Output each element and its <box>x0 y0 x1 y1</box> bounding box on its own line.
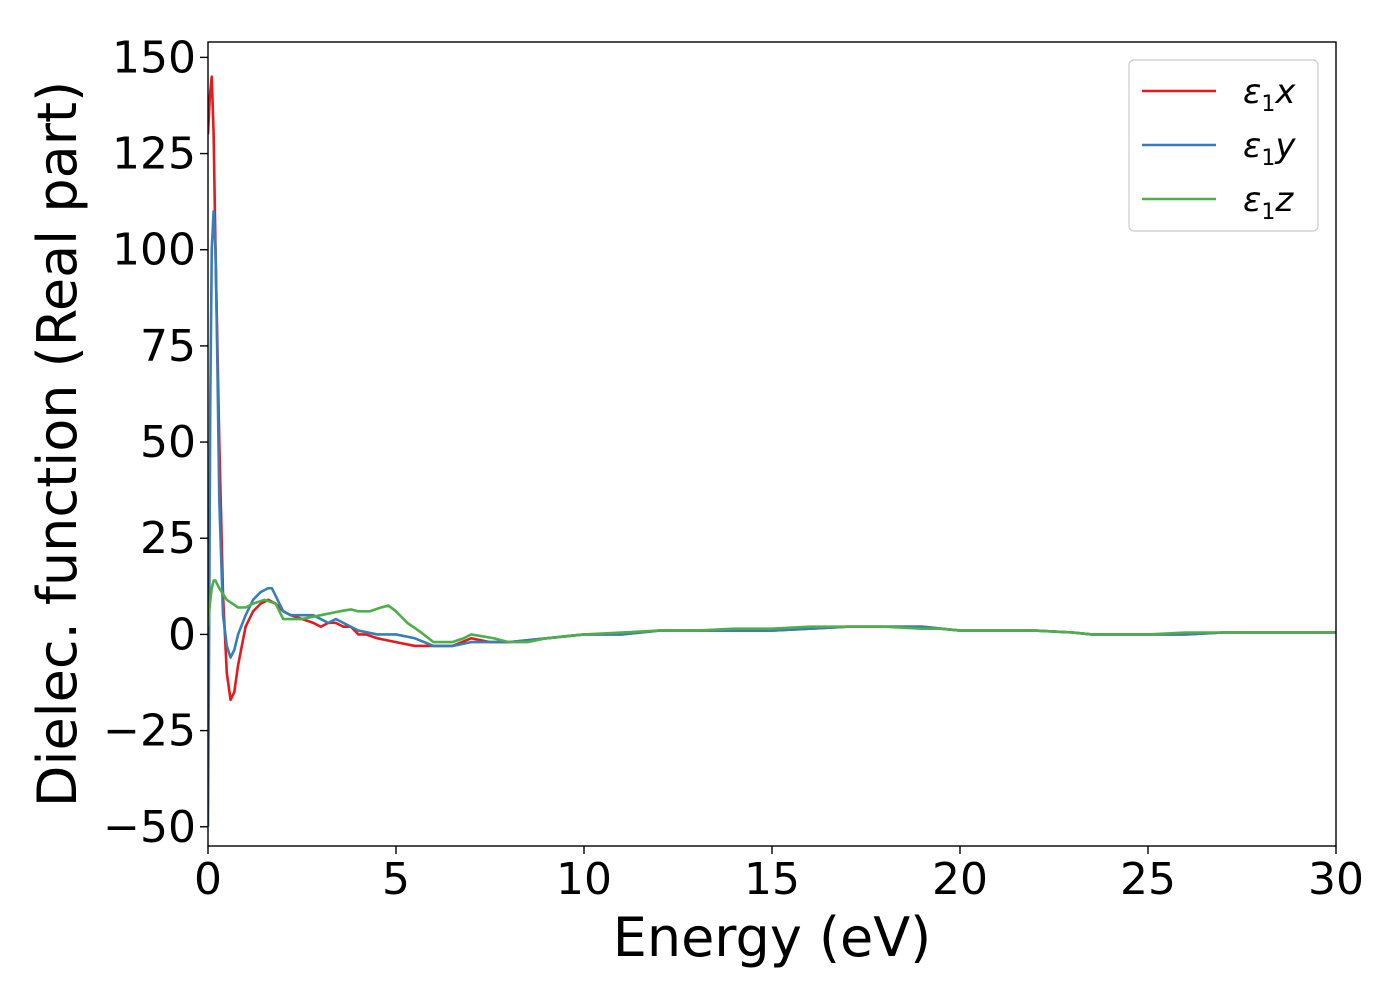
x-tick-label: 0 <box>194 854 222 905</box>
y-tick-label: 100 <box>112 225 196 276</box>
y-tick-label: 25 <box>140 513 196 564</box>
legend-label-y: ε1y <box>1243 126 1296 171</box>
x-tick-label: 25 <box>1120 854 1176 905</box>
legend: ε1x ε1y ε1z <box>1128 59 1319 232</box>
y-tick-label: 0 <box>168 609 196 660</box>
y-axis-title: Dielec. function (Real part) <box>26 81 89 807</box>
series-line-z <box>208 579 1336 644</box>
axis-ticks: 0 5 10 15 20 25 30 −50 −25 0 25 50 75 100 125 150 <box>103 32 1364 905</box>
y-tick-label: 50 <box>140 417 196 468</box>
y-tick-label: 150 <box>112 32 196 83</box>
series-line-y <box>208 209 1336 827</box>
x-tick-label: 20 <box>932 854 988 905</box>
x-tick-label: 10 <box>556 854 612 905</box>
x-tick-label: 30 <box>1308 854 1364 905</box>
x-tick-label: 5 <box>382 854 410 905</box>
legend-label-x: ε1x <box>1243 72 1296 117</box>
legend-label-z: ε1z <box>1243 180 1294 225</box>
legend-box <box>1128 59 1319 232</box>
plot-lines <box>208 75 1336 827</box>
y-tick-label: 125 <box>112 129 196 180</box>
y-tick-label: −25 <box>103 706 196 757</box>
plot-frame <box>207 41 1337 847</box>
x-tick-label: 15 <box>744 854 800 905</box>
y-tick-label: −50 <box>103 802 196 853</box>
x-axis-title: Energy (eV) <box>613 906 932 969</box>
y-tick-label: 75 <box>140 321 196 372</box>
